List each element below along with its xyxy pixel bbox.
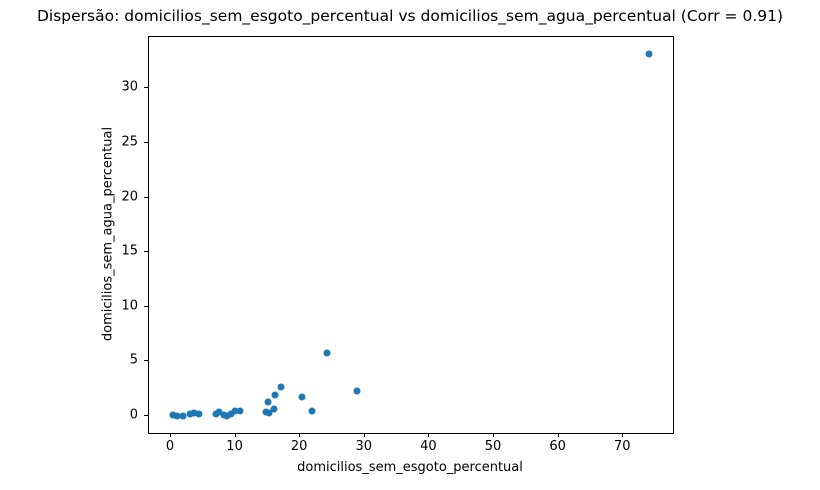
x-tick-label: 40 [420,439,437,454]
y-tick-label: 15 [121,243,138,259]
x-tick-mark [493,433,495,437]
chart-title: Dispersão: domicilios_sem_esgoto_percent… [36,7,784,25]
y-tick-mark [144,251,148,253]
x-tick-mark [234,433,236,437]
data-point [271,391,279,399]
x-tick-label: 60 [549,439,566,454]
y-tick-mark [144,360,148,362]
y-tick-label: 0 [129,407,138,423]
data-point [190,409,198,417]
data-point [645,50,653,58]
data-point [323,349,331,357]
y-tick-mark [144,87,148,89]
x-tick-mark [557,433,559,437]
y-tick-label: 10 [121,298,138,314]
x-tick-mark [428,433,430,437]
y-tick-mark [144,196,148,198]
data-point [212,410,220,418]
data-point [308,407,316,415]
x-tick-mark [622,433,624,437]
x-tick-mark [299,433,301,437]
x-tick-label: 50 [484,439,502,454]
data-point [270,405,278,413]
data-point [173,412,181,420]
data-point [169,411,177,419]
y-tick-mark [144,305,148,307]
data-point [231,407,239,415]
data-point [215,408,223,416]
data-point [227,410,235,418]
x-tick-mark [363,433,365,437]
plot-area [148,36,674,434]
data-point [236,407,244,415]
y-tick-mark [144,415,148,417]
x-tick-label: 0 [165,439,175,454]
y-tick-mark [144,141,148,143]
data-point [277,383,285,391]
data-point [195,410,203,418]
data-point [298,393,306,401]
data-point [186,410,194,418]
data-point [223,412,231,420]
y-tick-label: 5 [129,352,138,368]
x-tick-label: 10 [226,439,243,454]
x-tick-label: 70 [613,439,631,454]
x-tick-label: 30 [355,439,373,454]
y-tick-label: 30 [121,79,138,95]
x-tick-mark [169,433,171,437]
data-point [264,398,272,406]
x-axis-label: domicilios_sem_esgoto_percentual [297,460,523,475]
y-axis-label: domicilios_sem_agua_percentual [100,126,116,342]
y-tick-label: 25 [121,134,138,150]
x-tick-label: 20 [290,439,308,454]
data-point [265,409,273,417]
data-point [353,387,361,395]
y-tick-label: 20 [121,189,138,205]
data-point [179,412,187,420]
